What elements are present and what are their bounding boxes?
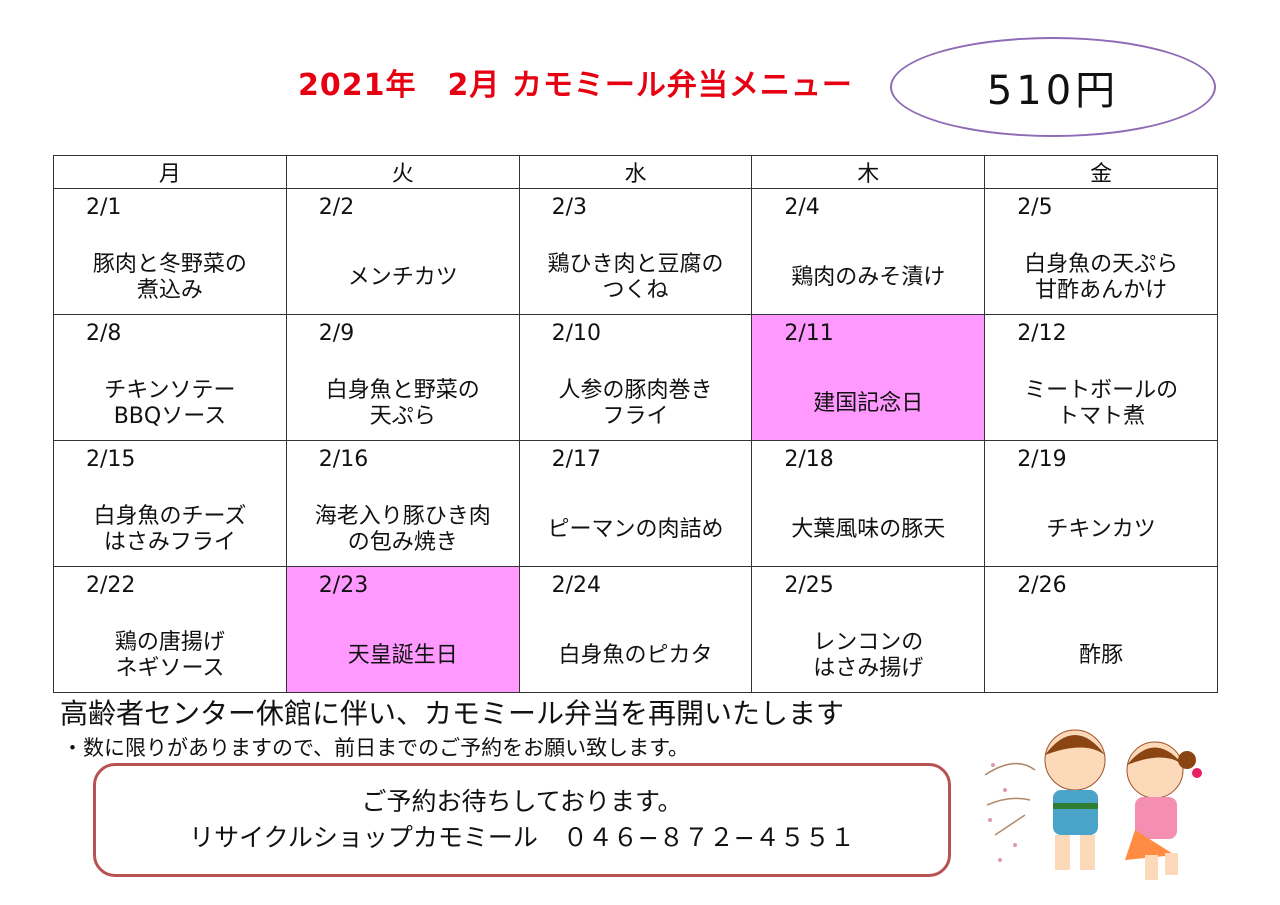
- menu-dish: 鶏ひき肉と豆腐の つくね: [547, 251, 724, 303]
- notice-text: 高齢者センター休館に伴い、カモミール弁当を再開いたします: [60, 697, 845, 730]
- day-date: 2/17: [551, 447, 601, 472]
- menu-dish: 海老入り豚ひき肉 の包み焼き: [314, 503, 491, 555]
- price-badge: 510円: [890, 37, 1216, 137]
- day-cell: 2/16 海老入り豚ひき肉 の包み焼き: [285, 440, 520, 567]
- day-date: 2/10: [551, 321, 601, 346]
- day-cell: 2/5 白身魚の天ぷら 甘酢あんかけ: [984, 188, 1218, 315]
- day-date: 2/24: [551, 573, 601, 598]
- day-cell: 2/1 豚肉と冬野菜の 煮込み: [53, 188, 287, 315]
- menu-dish: レンコンの はさみ揚げ: [813, 629, 924, 681]
- children-illustration-icon: [984, 729, 1202, 880]
- menu-dish: 白身魚のチーズ はさみフライ: [93, 503, 247, 555]
- weekday-header: 金: [984, 155, 1218, 189]
- holiday-name: 建国記念日: [813, 390, 924, 416]
- day-cell: 2/10 人参の豚肉巻き フライ: [518, 314, 753, 441]
- menu-dish: チキンソテー BBQソース: [104, 377, 236, 429]
- day-date: 2/1: [86, 195, 122, 220]
- day-cell: 2/8 チキンソテー BBQソース: [53, 314, 287, 441]
- day-cell: 2/23 天皇誕生日: [285, 566, 520, 693]
- menu-dish: チキンカツ: [1046, 516, 1156, 542]
- day-cell: 2/12 ミートボールの トマト煮: [984, 314, 1218, 441]
- menu-dish: ピーマンの肉詰め: [547, 516, 724, 542]
- day-date: 2/23: [318, 573, 369, 598]
- contact-box: ご予約お待ちしております。 リサイクルショップカモミール ０４６−８７２−４５５…: [93, 763, 951, 877]
- day-date: 2/5: [1017, 195, 1053, 220]
- day-date: 2/8: [86, 321, 122, 346]
- menu-dish: 白身魚と野菜の 天ぷら: [325, 377, 480, 429]
- weekday-header: 月: [53, 155, 287, 189]
- holiday-name: 天皇誕生日: [347, 642, 458, 668]
- day-cell: 2/19 チキンカツ: [984, 440, 1218, 567]
- day-date: 2/16: [318, 447, 369, 472]
- day-cell: 2/26 酢豚: [984, 566, 1218, 693]
- menu-dish: 白身魚のピカタ: [558, 642, 713, 668]
- day-cell: 2/24 白身魚のピカタ: [518, 566, 753, 693]
- menu-dish: 大葉風味の豚天: [791, 516, 946, 542]
- menu-dish: 白身魚の天ぷら 甘酢あんかけ: [1024, 251, 1179, 303]
- menu-dish: ミートボールの トマト煮: [1024, 377, 1179, 429]
- week-row: 2/1 豚肉と冬野菜の 煮込み 2/2 メンチカツ 2/3 鶏ひき肉と豆腐の つくね 2/4…: [53, 188, 1218, 315]
- menu-calendar: 月火水木金 2/1 豚肉と冬野菜の 煮込み 2/2 メンチカツ 2/3 鶏ひき肉と豆腐の …: [53, 155, 1218, 693]
- day-cell: 2/15 白身魚のチーズ はさみフライ: [53, 440, 287, 567]
- day-date: 2/2: [318, 195, 355, 220]
- day-date: 2/9: [318, 321, 355, 346]
- menu-dish: 豚肉と冬野菜の 煮込み: [92, 251, 247, 303]
- day-date: 2/12: [1017, 321, 1067, 346]
- menu-dish: メンチカツ: [347, 264, 458, 290]
- week-row: 2/22 鶏の唐揚げ ネギソース 2/23 天皇誕生日 2/24 白身魚のピカタ 2/25 レ…: [53, 566, 1218, 693]
- day-date: 2/22: [86, 573, 136, 598]
- weekday-header: 火: [285, 155, 520, 189]
- day-cell: 2/25 レンコンの はさみ揚げ: [751, 566, 986, 693]
- weekday-header: 水: [518, 155, 753, 189]
- reservation-note: ・数に限りがありますので、前日までのご予約をお願い致します。: [62, 736, 690, 760]
- day-date: 2/11: [784, 321, 834, 346]
- menu-dish: 人参の豚肉巻き フライ: [558, 377, 713, 429]
- day-date: 2/4: [784, 195, 820, 220]
- day-date: 2/25: [784, 573, 834, 598]
- week-row: 2/8 チキンソテー BBQソース 2/9 白身魚と野菜の 天ぷら 2/10 人参の豚肉巻…: [53, 314, 1218, 441]
- week-row: 2/15 白身魚のチーズ はさみフライ 2/16 海老入り豚ひき肉 の包み焼き 2/17…: [53, 440, 1218, 567]
- day-date: 2/18: [784, 447, 834, 472]
- contact-line-1: ご予約お待ちしております。: [361, 787, 683, 816]
- day-date: 2/19: [1017, 447, 1067, 472]
- contact-line-2: リサイクルショップカモミール ０４６−８７２−４５５１: [189, 823, 855, 852]
- day-cell: 2/2 メンチカツ: [285, 188, 520, 315]
- day-date: 2/3: [551, 195, 587, 220]
- page-title: 2021年 2月 カモミール弁当メニュー: [298, 68, 853, 103]
- day-cell: 2/22 鶏の唐揚げ ネギソース: [53, 566, 287, 693]
- day-cell: 2/17 ピーマンの肉詰め: [518, 440, 753, 567]
- menu-dish: 酢豚: [1079, 642, 1124, 668]
- day-date: 2/26: [1017, 573, 1067, 598]
- day-cell: 2/4 鶏肉のみそ漬け: [751, 188, 986, 315]
- day-cell: 2/11 建国記念日: [751, 314, 986, 441]
- day-date: 2/15: [86, 447, 136, 472]
- day-cell: 2/3 鶏ひき肉と豆腐の つくね: [518, 188, 753, 315]
- day-cell: 2/18 大葉風味の豚天: [751, 440, 986, 567]
- menu-dish: 鶏の唐揚げ ネギソース: [114, 629, 225, 681]
- menu-dish: 鶏肉のみそ漬け: [791, 264, 946, 290]
- day-cell: 2/9 白身魚と野菜の 天ぷら: [285, 314, 520, 441]
- weekday-header: 木: [751, 155, 986, 189]
